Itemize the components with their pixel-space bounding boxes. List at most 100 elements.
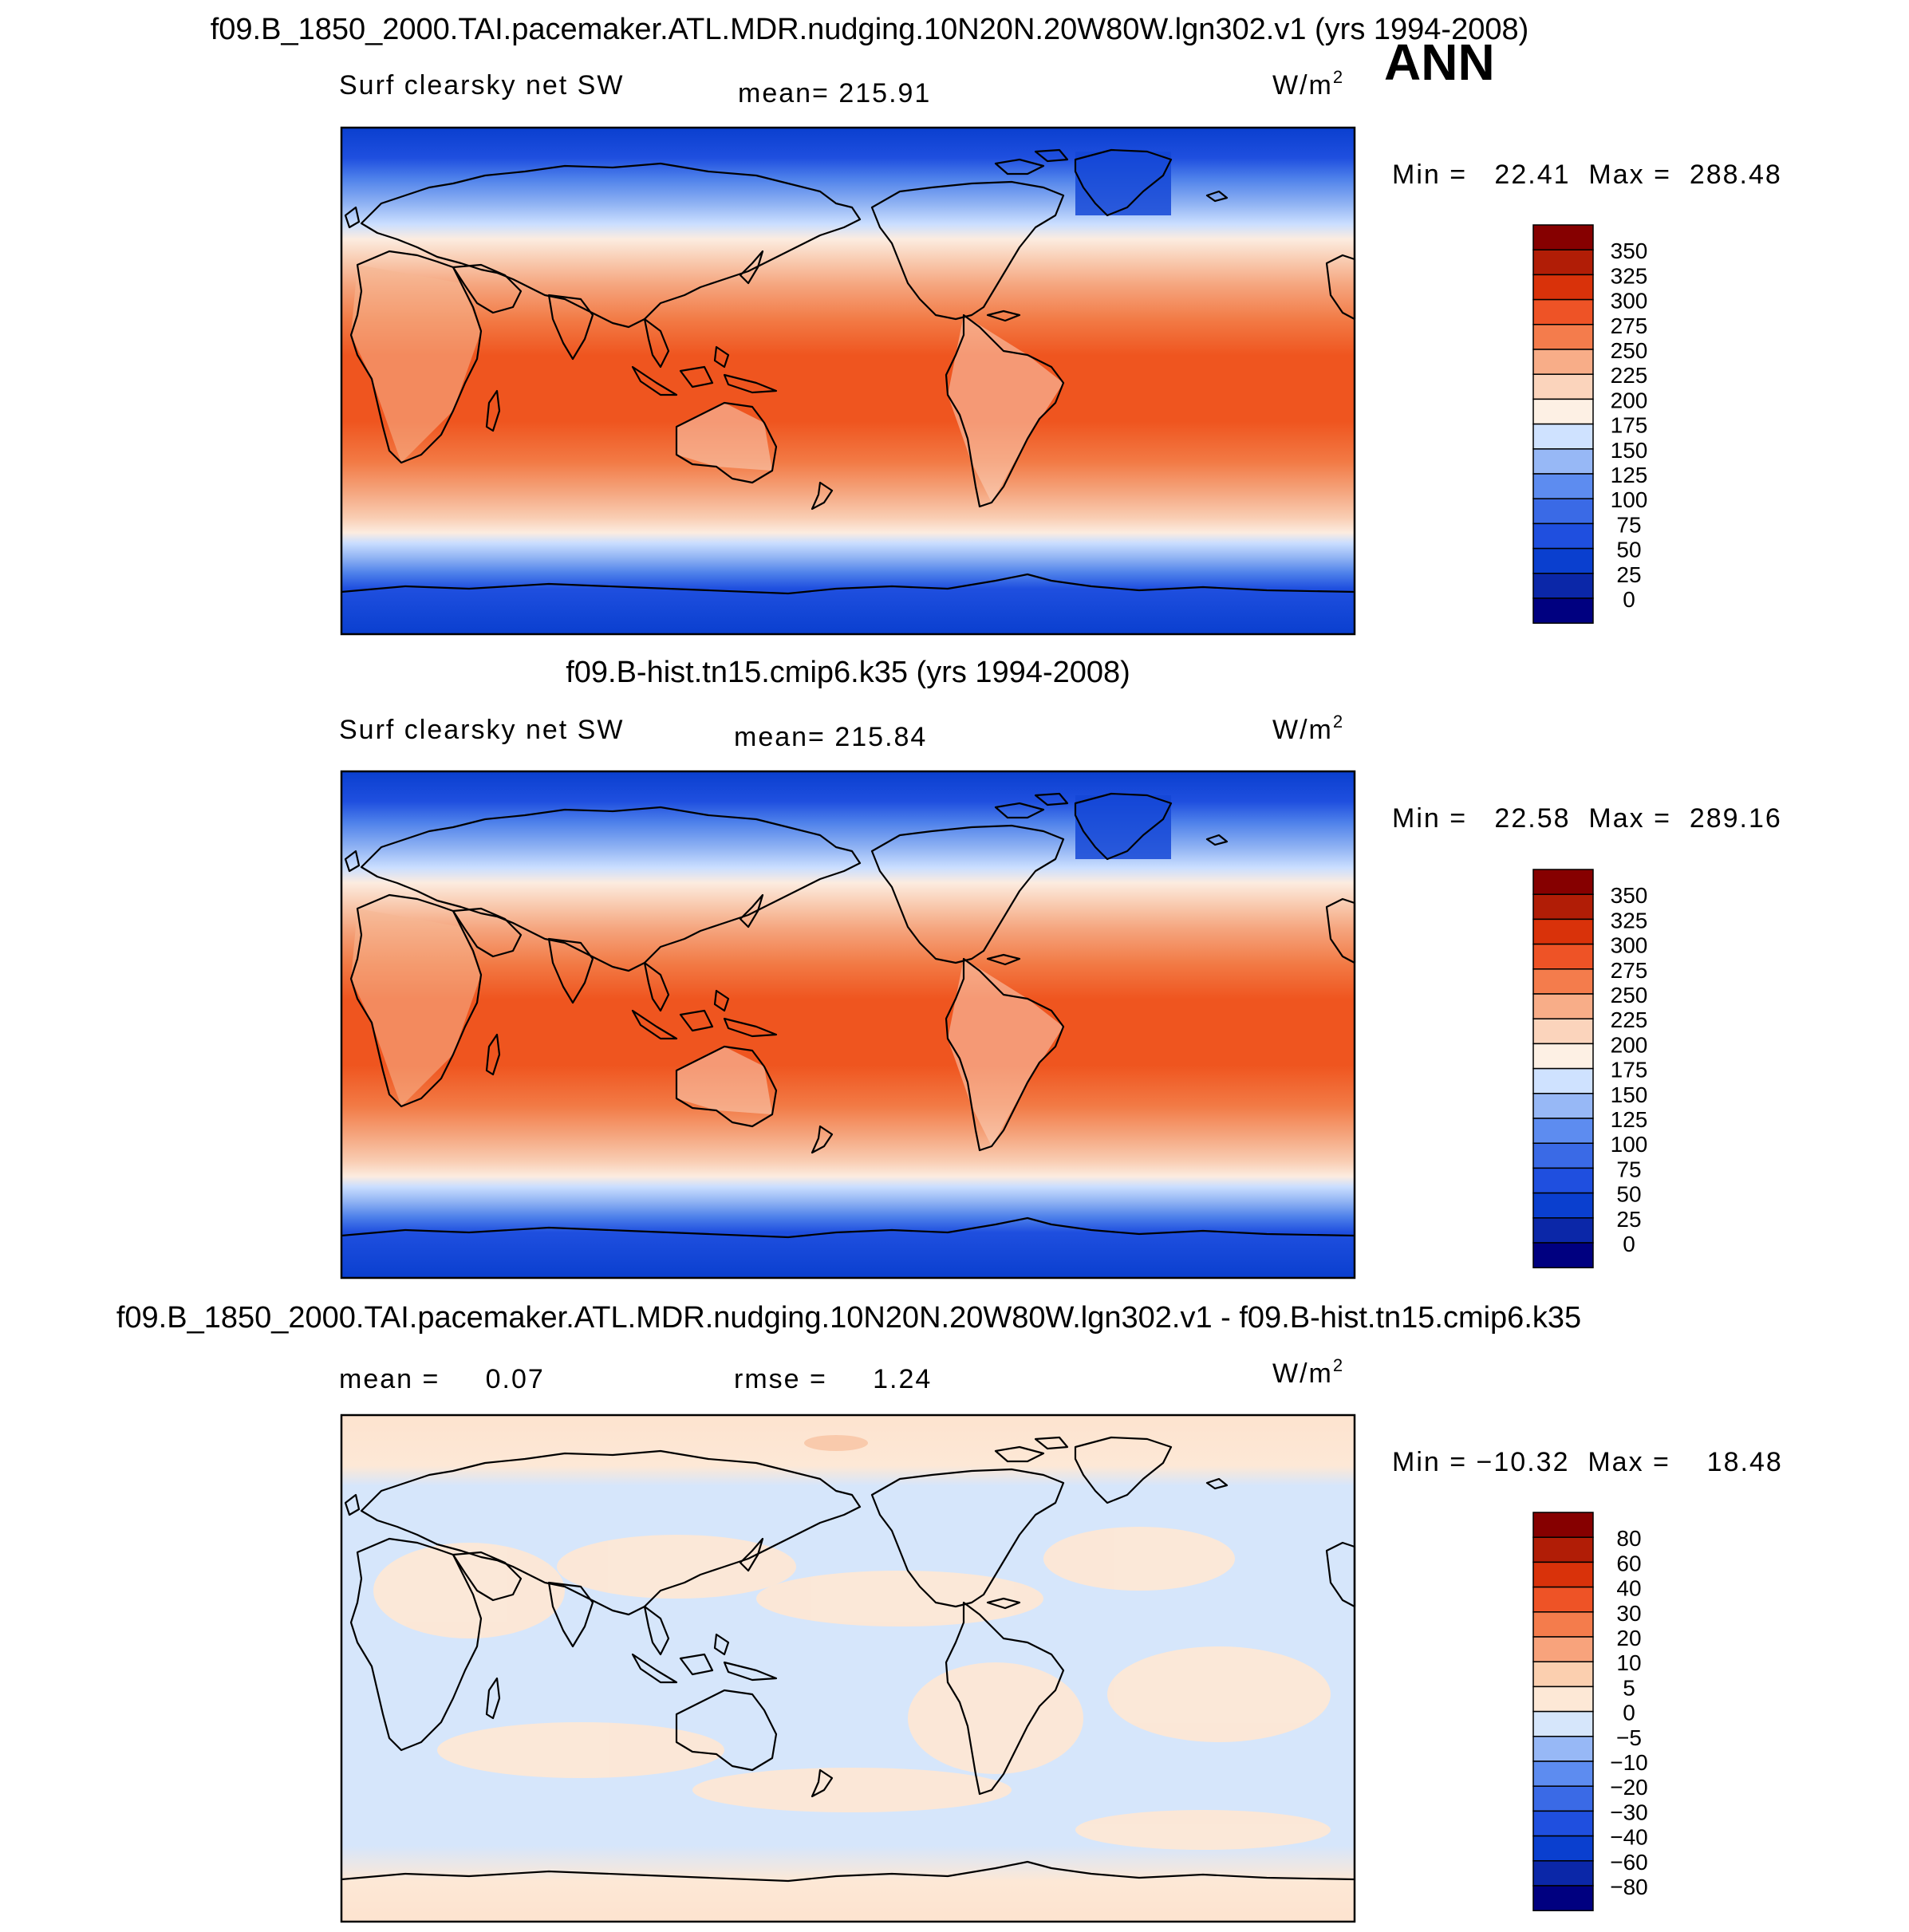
colorbar-box — [1532, 1835, 1594, 1862]
season-label: ANN — [1384, 34, 1495, 91]
colorbar-tick-label: −10 — [1610, 1750, 1648, 1775]
panel-2-title: f09.B-hist.tn15.cmip6.k35 (yrs 1994-2008… — [566, 656, 1130, 689]
map-frame — [340, 1414, 1356, 1923]
colorbar-box — [1532, 1093, 1594, 1119]
colorbar-box — [1532, 324, 1594, 350]
colorbar-tick-label: 25 — [1616, 1207, 1641, 1232]
colorbar-box — [1532, 1043, 1594, 1070]
colorbar-box — [1532, 1785, 1594, 1812]
colorbar-tick-label: 75 — [1616, 1157, 1641, 1181]
panel-1-map — [340, 126, 1356, 636]
colorbar-box — [1532, 398, 1594, 425]
colorbar-tick-label: 125 — [1611, 1107, 1648, 1132]
colorbar-tick-label: −40 — [1610, 1825, 1648, 1850]
colorbar-tick-label: 0 — [1623, 1232, 1635, 1256]
colorbar-tick-label: 25 — [1616, 562, 1641, 587]
units-text: W/m — [1272, 70, 1333, 101]
colorbar-box — [1532, 869, 1594, 895]
colorbar-tick-label: 225 — [1611, 1007, 1648, 1032]
colorbar-box — [1532, 1636, 1594, 1662]
colorbar-box — [1532, 1536, 1594, 1563]
colorbar-box — [1532, 1018, 1594, 1045]
panel-2-map — [340, 770, 1356, 1279]
panel-3-mean: mean = 0.07 — [339, 1364, 545, 1394]
colorbar-tick-label: 5 — [1623, 1675, 1635, 1700]
map-field — [341, 128, 1355, 634]
map-field — [341, 771, 1355, 1278]
colorbar-box — [1532, 1586, 1594, 1613]
panel-3-rmse: rmse = 1.24 — [734, 1364, 932, 1394]
colorbar-box — [1532, 473, 1594, 499]
greenland-ice — [1075, 152, 1171, 215]
units-sup: 2 — [1333, 712, 1344, 731]
colorbar-tick-label: 200 — [1611, 1032, 1648, 1057]
colorbar-tick-label: 150 — [1611, 438, 1648, 463]
colorbar-box — [1532, 224, 1594, 250]
colorbar-box — [1532, 448, 1594, 475]
colorbar-tick-label: 40 — [1616, 1576, 1641, 1601]
colorbar-box — [1532, 1760, 1594, 1787]
colorbar-box — [1532, 1217, 1594, 1244]
panel-2-variable: Surf clearsky net SW — [339, 715, 624, 745]
colorbar-box — [1532, 373, 1594, 400]
colorbar-tick-label: −60 — [1610, 1850, 1648, 1875]
colorbar-tick-label: 225 — [1611, 363, 1648, 388]
colorbar-box — [1532, 968, 1594, 995]
colorbar-tick-label: 10 — [1616, 1650, 1641, 1675]
panel-1-minmax: Min = 22.41 Max = 288.48 — [1392, 160, 1782, 190]
colorbar-tick-label: 250 — [1611, 983, 1648, 1007]
colorbar-tick-label: 80 — [1616, 1526, 1641, 1551]
panel-1-title: f09.B_1850_2000.TAI.pacemaker.ATL.MDR.nu… — [211, 13, 1529, 46]
colorbar-box — [1532, 1885, 1594, 1911]
colorbar-box — [1532, 522, 1594, 550]
panel-3-units: W/m2 — [1272, 1355, 1344, 1389]
colorbar-tick-label: −20 — [1610, 1775, 1648, 1800]
colorbar-tick-label: 50 — [1616, 538, 1641, 562]
colorbar-box — [1532, 918, 1594, 945]
colorbar-tick-label: 0 — [1623, 1701, 1635, 1725]
colorbar-tick-label: 60 — [1616, 1551, 1641, 1575]
panel-3: f09.B_1850_2000.TAI.pacemaker.ATL.MDR.nu… — [116, 1301, 1781, 1923]
colorbar-tick-label: 200 — [1611, 388, 1648, 412]
panel-2-units: W/m2 — [1272, 712, 1344, 745]
colorbar-tick-label: 325 — [1611, 908, 1648, 932]
colorbar-box — [1532, 1810, 1594, 1837]
panel-2-minmax: Min = 22.58 Max = 289.16 — [1392, 803, 1782, 834]
map-frame — [340, 126, 1356, 636]
colorbar-box — [1532, 274, 1594, 301]
colorbar-box — [1532, 1142, 1594, 1169]
colorbar-box — [1532, 498, 1594, 525]
colorbar-tick-label: 350 — [1611, 883, 1648, 908]
colorbar-tick-label: 150 — [1611, 1082, 1648, 1107]
colorbar-box — [1532, 1611, 1594, 1638]
colorbar-tick-label: 100 — [1611, 487, 1648, 512]
colorbar-tick-label: 300 — [1611, 289, 1648, 313]
colorbar-box — [1532, 597, 1594, 624]
colorbar-tick-label: 30 — [1616, 1601, 1641, 1626]
colorbar-box — [1532, 993, 1594, 1019]
colorbar-tick-label: 350 — [1611, 239, 1648, 263]
panel-1-units: W/m2 — [1272, 67, 1344, 101]
colorbar-tick-label: −5 — [1616, 1725, 1642, 1750]
colorbar-tick-label: 300 — [1611, 933, 1648, 958]
panel-1-mean: mean= 215.91 — [738, 78, 931, 108]
colorbar-tick-label: 275 — [1611, 313, 1648, 338]
panel-2-mean: mean= 215.84 — [734, 722, 927, 752]
colorbar-tick-label: 100 — [1611, 1132, 1648, 1157]
colorbar-tick-label: 275 — [1611, 958, 1648, 983]
colorbar-box — [1532, 1736, 1594, 1762]
greenland-ice — [1075, 795, 1171, 859]
colorbar-tick-label: 250 — [1611, 338, 1648, 363]
colorbar-box — [1532, 893, 1594, 921]
colorbar-box — [1532, 1860, 1594, 1887]
colorbar-tick-label: −80 — [1610, 1875, 1648, 1899]
map-frame — [340, 770, 1356, 1279]
colorbar-tick-label: −30 — [1610, 1800, 1648, 1824]
colorbar-box — [1532, 1686, 1594, 1713]
colorbar-tick-label: 175 — [1611, 413, 1648, 438]
colorbar-box — [1532, 298, 1594, 325]
